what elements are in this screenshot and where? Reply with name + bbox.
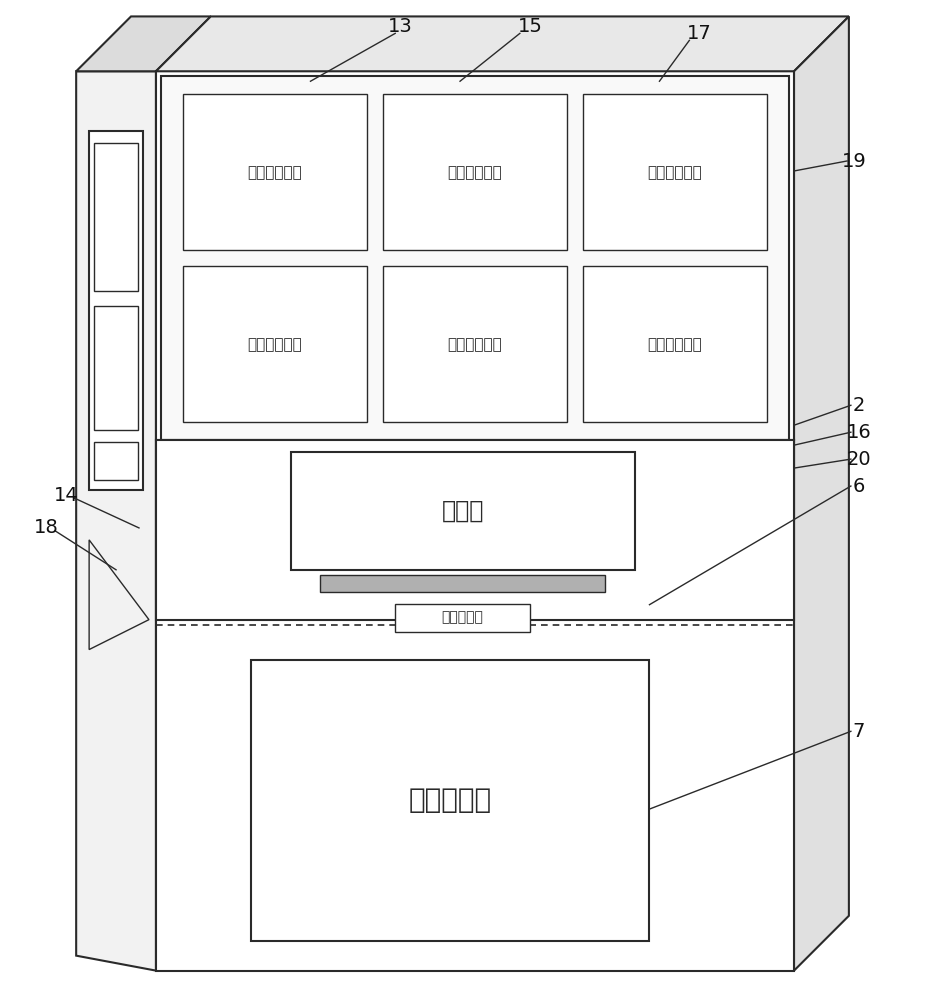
Text: 扫描系统模块: 扫描系统模块 xyxy=(448,165,503,180)
Polygon shape xyxy=(156,16,849,71)
Bar xyxy=(183,94,367,250)
Bar xyxy=(583,94,767,250)
Bar xyxy=(383,94,567,250)
Bar xyxy=(161,76,789,440)
Bar xyxy=(94,143,138,291)
Bar xyxy=(94,306,138,430)
Text: 称重箱: 称重箱 xyxy=(441,499,484,523)
Bar xyxy=(183,266,367,422)
Text: 17: 17 xyxy=(687,24,712,43)
Bar xyxy=(395,604,530,632)
Bar xyxy=(321,575,604,592)
Text: 网络交互模块: 网络交互模块 xyxy=(648,337,703,352)
Bar xyxy=(383,266,567,422)
Bar xyxy=(156,71,794,971)
Text: 打印系统模块: 打印系统模块 xyxy=(248,337,303,352)
Text: 快递存储箱: 快递存储箱 xyxy=(408,786,491,814)
Text: 压力传感器: 压力传感器 xyxy=(441,611,484,625)
Text: 收现找零模块: 收现找零模块 xyxy=(448,337,503,352)
Polygon shape xyxy=(76,71,156,971)
Bar xyxy=(290,452,635,570)
Text: 14: 14 xyxy=(54,486,78,505)
Text: 电机驱动模块: 电机驱动模块 xyxy=(648,165,703,180)
Text: 7: 7 xyxy=(852,722,865,741)
Text: 18: 18 xyxy=(34,518,58,537)
Text: 6: 6 xyxy=(852,477,865,496)
Text: 20: 20 xyxy=(847,450,871,469)
Text: 19: 19 xyxy=(841,152,867,171)
Text: 15: 15 xyxy=(518,17,542,36)
Bar xyxy=(90,131,143,490)
Bar xyxy=(156,440,794,620)
Bar xyxy=(251,660,650,941)
Polygon shape xyxy=(794,16,849,971)
Bar xyxy=(583,266,767,422)
Text: 16: 16 xyxy=(847,423,871,442)
Bar xyxy=(94,442,138,480)
Polygon shape xyxy=(76,16,211,71)
Text: 2: 2 xyxy=(852,396,865,415)
Text: 显示系统模块: 显示系统模块 xyxy=(248,165,303,180)
Text: 13: 13 xyxy=(388,17,413,36)
